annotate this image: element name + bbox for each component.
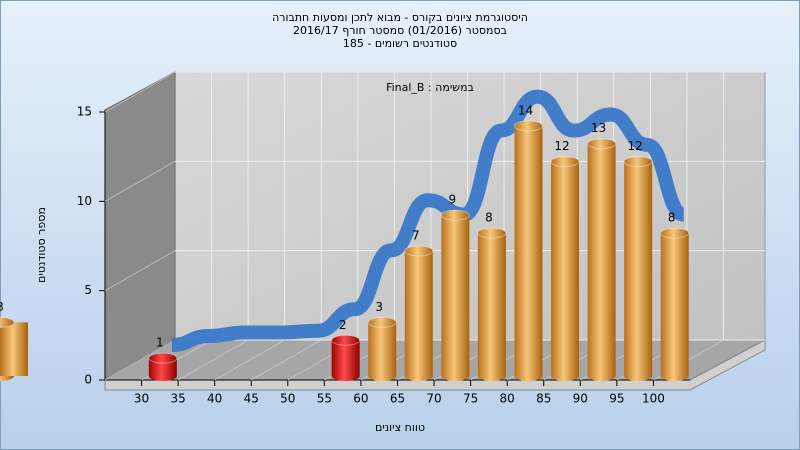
cylinder-body bbox=[331, 340, 360, 376]
x-tick-label: 85 bbox=[536, 392, 551, 406]
bar bbox=[331, 334, 361, 381]
bar bbox=[513, 120, 543, 381]
x-tick-label: 65 bbox=[390, 392, 405, 406]
grid-line bbox=[177, 339, 249, 381]
data-label: 12 bbox=[554, 139, 569, 153]
grid-line bbox=[104, 71, 176, 113]
data-label: 12 bbox=[628, 139, 643, 153]
cylinder-body bbox=[441, 215, 470, 376]
annotation: Final_B : במשימה bbox=[386, 81, 474, 94]
left-wall bbox=[104, 71, 176, 381]
cylinder-body bbox=[0, 322, 28, 376]
chart-title: היסטוגרמת ציונים בקורס - מבוא לתכן ומסעו… bbox=[272, 11, 528, 24]
cylinder-top bbox=[367, 316, 397, 328]
bar bbox=[587, 138, 617, 381]
grid-line bbox=[251, 339, 322, 381]
x-tick-label: 80 bbox=[500, 392, 515, 406]
x-tick-label: 70 bbox=[426, 392, 441, 406]
data-label: 13 bbox=[591, 121, 606, 135]
bar bbox=[440, 209, 470, 381]
cylinder-top bbox=[623, 156, 653, 168]
bar bbox=[550, 156, 580, 381]
chart-subtitle: בסמסטר (01/2016) סמסטר חורף 2016/17 bbox=[293, 24, 507, 37]
bar bbox=[148, 352, 178, 381]
x-tick-label: 60 bbox=[353, 392, 368, 406]
x-tick-label: 35 bbox=[170, 392, 185, 406]
bar bbox=[404, 245, 434, 381]
data-label: 9 bbox=[449, 193, 457, 207]
grid-line bbox=[214, 339, 285, 381]
y-tick-label: 15 bbox=[77, 105, 92, 119]
bar bbox=[660, 227, 690, 381]
cylinder-top bbox=[440, 209, 470, 221]
grid-line bbox=[104, 160, 176, 202]
x-tick-label: 45 bbox=[244, 392, 259, 406]
data-label: 2 bbox=[339, 318, 347, 332]
grid-line bbox=[104, 339, 176, 381]
y-tick-label: 5 bbox=[84, 283, 92, 297]
x-tick-label: 95 bbox=[609, 392, 624, 406]
cylinder-body bbox=[587, 143, 616, 376]
cylinder-body bbox=[404, 250, 433, 376]
data-label: 8 bbox=[668, 211, 676, 225]
x-tick-label: 40 bbox=[207, 392, 222, 406]
x-axis-label: טווח ציונים bbox=[375, 421, 425, 434]
data-label: 1 bbox=[156, 336, 164, 350]
data-label: 3 bbox=[0, 300, 4, 314]
cylinder-body bbox=[551, 161, 580, 376]
cylinder-body bbox=[368, 322, 397, 376]
grid-line bbox=[104, 250, 176, 292]
bar bbox=[367, 316, 397, 381]
y-axis-label: מספר סטודנטים bbox=[35, 207, 48, 283]
y-tick-label: 0 bbox=[84, 373, 92, 387]
data-label: 3 bbox=[375, 300, 383, 314]
cylinder-top bbox=[404, 245, 434, 257]
cylinder-top bbox=[660, 227, 690, 239]
cylinder-body bbox=[477, 233, 506, 376]
cylinder-top bbox=[587, 138, 617, 150]
bar bbox=[0, 316, 28, 381]
cylinder-top bbox=[0, 316, 15, 328]
data-label: 8 bbox=[485, 211, 493, 225]
data-label: 7 bbox=[412, 228, 420, 242]
x-tick-label: 75 bbox=[463, 392, 478, 406]
trend-ribbon bbox=[171, 89, 687, 352]
cylinder-top bbox=[550, 156, 580, 168]
x-tick-label: 100 bbox=[642, 392, 665, 406]
y-tick-label: 10 bbox=[77, 194, 92, 208]
x-tick-label: 50 bbox=[280, 392, 295, 406]
data-label: 14 bbox=[518, 103, 533, 117]
cylinder-top bbox=[148, 352, 178, 364]
x-tick-label: 90 bbox=[573, 392, 588, 406]
cylinder-top bbox=[477, 227, 507, 239]
bar bbox=[477, 227, 507, 381]
x-tick-label: 30 bbox=[134, 392, 149, 406]
cylinder-body bbox=[514, 125, 543, 376]
cylinder-top bbox=[331, 334, 361, 346]
x-tick-label: 55 bbox=[317, 392, 332, 406]
cylinder-body bbox=[660, 233, 689, 376]
cylinder-body bbox=[624, 161, 653, 376]
bar bbox=[623, 156, 653, 381]
cylinder-body bbox=[148, 358, 177, 376]
chart-subtitle: סטודנטים רשומים - 185 bbox=[343, 37, 457, 50]
cylinder-top bbox=[513, 120, 543, 132]
